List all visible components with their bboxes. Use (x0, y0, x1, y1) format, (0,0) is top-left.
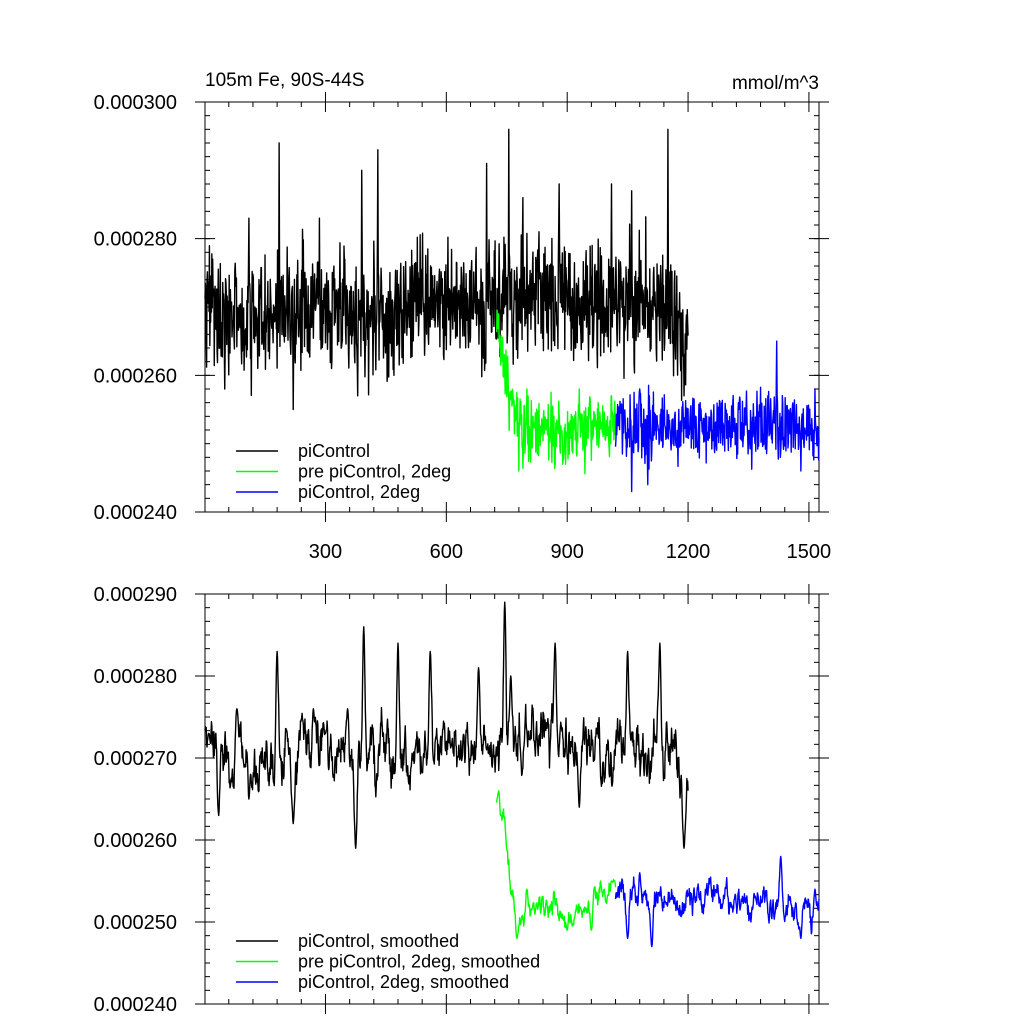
y-tick-label: 0.000290 (94, 584, 177, 606)
x-tick-label: 900 (551, 541, 584, 563)
units-label: mmol/m^3 (732, 73, 819, 94)
y-tick-label: 0.000300 (94, 92, 177, 114)
legend-label: piControl, 2deg, smoothed (298, 972, 509, 992)
series-line-1 (204, 601, 689, 849)
legend-label: piControl (298, 441, 370, 461)
y-tick-label: 0.000280 (94, 666, 177, 688)
legend-label: pre piControl, 2deg (298, 462, 451, 482)
y-tick-label: 0.000250 (94, 912, 177, 934)
y-tick-label: 0.000260 (94, 830, 177, 852)
series-line-2 (495, 309, 617, 475)
x-tick-label: 300 (309, 541, 342, 563)
bottom-panel: 0.000240 0.000250 0.000260 0.000270 0.000280… (94, 584, 829, 1016)
chart-title: 105m Fe, 90S-44S (205, 70, 364, 91)
legend-label: piControl, 2deg (298, 482, 420, 502)
y-tick-label: 0.000280 (94, 229, 177, 251)
series-line-1 (204, 128, 689, 411)
y-tick-label: 0.000240 (94, 994, 177, 1016)
legend-label: pre piControl, 2deg, smoothed (298, 952, 540, 972)
x-tick-label: 1500 (787, 541, 832, 563)
x-tick-label: 1200 (666, 541, 711, 563)
x-tick-label: 600 (430, 541, 463, 563)
series-line-3 (614, 340, 820, 493)
top-panel: 300 600 900 1200 1500 0.000240 0.000260 0.00028… (94, 70, 832, 563)
y-tick-label: 0.000270 (94, 748, 177, 770)
series-line-3 (614, 855, 820, 948)
y-tick-label: 0.000260 (94, 365, 177, 387)
series-line-2 (495, 790, 617, 940)
y-tick-label: 0.000240 (94, 502, 177, 524)
legend-label: piControl, smoothed (298, 931, 459, 951)
